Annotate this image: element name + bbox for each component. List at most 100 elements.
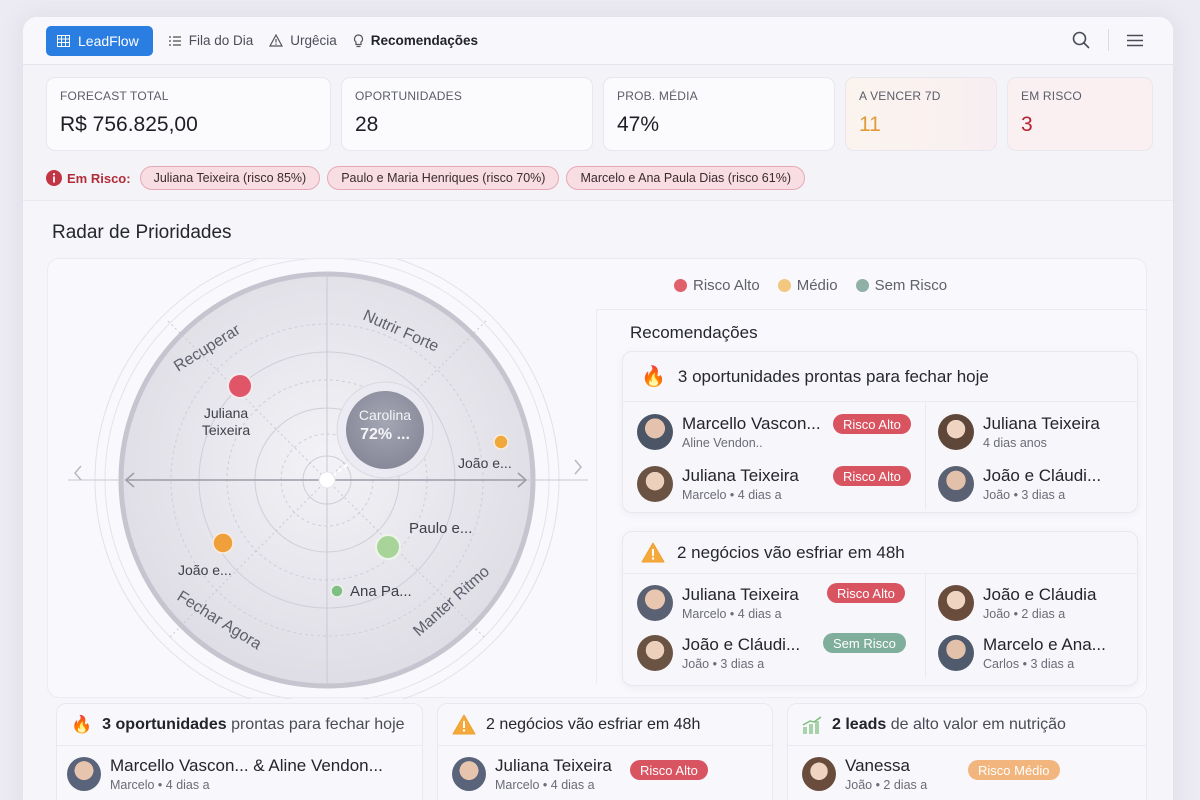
svg-text:João e...: João e... (458, 455, 512, 471)
bottom-cards: 🔥 3 oportunidades prontas para fechar ho… (56, 703, 1147, 800)
nav-recomendacoes[interactable]: Recomendações (353, 33, 478, 48)
list-icon (169, 35, 181, 46)
app-window: LeadFlow Fila do Dia Urgêcia Recomendaçõ… (23, 17, 1173, 800)
card-title-rest: prontas para fechar hoje (226, 715, 405, 733)
person-sub: Marcelo • 4 dias a (682, 488, 782, 502)
avatar (938, 414, 974, 450)
risk-chip[interactable]: Marcelo e Ana Paula Dias (risco 61%) (566, 166, 805, 190)
person-sub: Carlos • 3 dias a (983, 657, 1075, 671)
person-sub: João • 3 dias a (983, 488, 1066, 502)
kpi-value: 3 (1021, 113, 1033, 136)
status-badge: Risco Alto (827, 583, 905, 603)
person-sub: Aline Vendon.. (682, 436, 763, 450)
top-nav: LeadFlow Fila do Dia Urgêcia Recomendaçõ… (23, 17, 1173, 65)
kpi-prob-media: PROB. MÉDIA 47% (603, 77, 835, 151)
kpi-label: EM RISCO (1021, 89, 1082, 103)
focus-value: 72% ... (360, 426, 410, 443)
legend-dot-yellow (777, 279, 791, 292)
legend-dot-red (674, 279, 687, 292)
list-item[interactable]: João e Cláudi... João • 3 dias a Sem Risc… (637, 628, 925, 678)
kpi-a-vencer: A VENCER 7D 11 (845, 77, 997, 151)
svg-text:Ana Pa...: Ana Pa... (350, 583, 412, 600)
list-item[interactable]: Marcello Vascon... & Aline Vendon... Marc… (57, 746, 422, 792)
chevron-right-icon (574, 459, 582, 475)
rec-group-body: Juliana Teixeira Marcelo • 4 dias a Risco… (623, 574, 1137, 678)
card-header: 2 leads de alto valor em nutrição (788, 704, 1146, 746)
legend-label: Risco Alto (693, 277, 760, 294)
rec-group-header: 2 negócios vão esfriar em 48h (623, 532, 1137, 574)
nav-brand-label: LeadFlow (78, 32, 139, 49)
list-item[interactable]: João e Cláudi... João • 3 dias a (938, 458, 1137, 510)
svg-text:Paulo e...: Paulo e... (409, 520, 472, 537)
recommendations-title: Recomendações (630, 323, 758, 342)
rec-group-body: Marcello Vascon... Aline Vendon.. Risco A… (623, 402, 1137, 510)
warning-icon (269, 34, 284, 47)
card-title: 2 negócios vão esfriar em 48h (486, 715, 701, 733)
person-sub: João • 2 dias a (983, 607, 1066, 621)
list-item[interactable]: Juliana Teixeira 4 dias anos (938, 406, 1137, 458)
bottom-card-ready-to-close[interactable]: 🔥 3 oportunidades prontas para fechar ho… (56, 703, 423, 800)
list-item[interactable]: João e Cláudia João • 2 dias a (938, 578, 1137, 628)
hamburger-icon[interactable] (1127, 34, 1143, 47)
person-sub: Marcelo • 4 dias a (682, 607, 782, 621)
legend-label: Médio (796, 277, 838, 294)
avatar (637, 585, 673, 621)
risk-label-text: Em Risco: (67, 170, 131, 186)
rec-col-left: Marcello Vascon... Aline Vendon.. Risco A… (623, 402, 925, 510)
bottom-card-cooling[interactable]: 2 negócios vão esfriar em 48h Juliana Te… (437, 703, 773, 800)
nav-actions (1072, 29, 1143, 51)
person-name: Juliana Teixeira (983, 414, 1100, 433)
kpi-value: 11 (859, 113, 881, 136)
rec-col-right: João e Cláudia João • 2 dias a Marcelo e … (925, 574, 1137, 678)
list-item[interactable]: Juliana Teixeira Marcelo • 4 dias a Risco… (438, 746, 772, 792)
kpi-label: A VENCER 7D (859, 89, 941, 103)
grid-icon (57, 34, 70, 47)
section-title: Radar de Prioridades (52, 222, 232, 243)
list-item[interactable]: Juliana Teixeira Marcelo • 4 dias a Risco… (637, 458, 925, 510)
card-title-rest: de alto valor em nutrição (886, 715, 1066, 733)
person-name: Juliana Teixeira (495, 756, 612, 775)
search-icon[interactable] (1072, 31, 1090, 49)
list-item[interactable]: Vanessa João • 2 dias a Risco Médio (788, 746, 1146, 792)
legend-label: Sem Risco (874, 277, 948, 294)
person-name: João e Cláudia (983, 585, 1097, 604)
person-name: Marcelo e Ana... (983, 635, 1106, 654)
bottom-card-nurture[interactable]: 2 leads de alto valor em nutrição Vaness… (787, 703, 1147, 800)
nav-fila-do-dia[interactable]: Fila do Dia (169, 33, 253, 48)
list-item[interactable]: Juliana Teixeira Marcelo • 4 dias a Risco… (637, 578, 925, 628)
person-sub: João • 3 dias a (682, 657, 765, 671)
risk-chip[interactable]: Paulo e Maria Henriques (risco 70%) (327, 166, 560, 190)
svg-text:Juliana: Juliana (204, 405, 249, 421)
priority-radar-chart: Recuperar Nutrir Forte Fechar Agora Mant… (68, 259, 588, 699)
avatar (938, 635, 974, 671)
nav-recomendacoes-label: Recomendações (370, 33, 479, 48)
kpi-value: 47% (617, 113, 660, 136)
nav-urgencia[interactable]: Urgêcia (269, 33, 337, 48)
svg-text:João e...: João e... (178, 562, 232, 578)
status-badge: Risco Médio (968, 760, 1060, 780)
risk-strip: Em Risco: Juliana Teixeira (risco 85%) P… (46, 166, 805, 190)
focus-name: Carolina (358, 407, 412, 423)
rec-group-cooling-deals: 2 negócios vão esfriar em 48h Juliana Te… (622, 531, 1138, 686)
person-name: João e Cláudi... (983, 466, 1102, 485)
list-item[interactable]: Marcelo e Ana... Carlos • 3 dias a (938, 628, 1137, 678)
rec-group-title: 3 oportunidades prontas para fechar hoje (677, 366, 989, 386)
person-sub: Marcelo • 4 dias a (495, 778, 595, 792)
status-badge: Sem Risco (823, 633, 906, 653)
radar-legend: Risco Alto Médio Sem Risco (674, 277, 947, 294)
chevron-left-icon (74, 465, 82, 481)
person-name: Vanessa (845, 756, 910, 775)
person-name: Marcello Vascon... & Aline Vendon... (110, 756, 383, 775)
info-alert-icon (46, 170, 62, 186)
card-title: 2 leads de alto valor em nutrição (832, 716, 1066, 734)
risk-chip[interactable]: Juliana Teixeira (risco 85%) (139, 166, 321, 190)
nav-urgencia-label: Urgêcia (290, 33, 337, 48)
avatar (637, 414, 673, 450)
kpi-value: 28 (355, 113, 379, 136)
list-item[interactable]: Marcello Vascon... Aline Vendon.. Risco A… (637, 406, 925, 458)
nav-brand-leadflow[interactable]: LeadFlow (46, 25, 153, 56)
divider (1108, 29, 1109, 51)
person-sub: João • 2 dias a (845, 778, 928, 792)
focus-bubble[interactable]: Carolina 72% ... (346, 407, 424, 444)
legend-item: Risco Alto (674, 277, 760, 294)
